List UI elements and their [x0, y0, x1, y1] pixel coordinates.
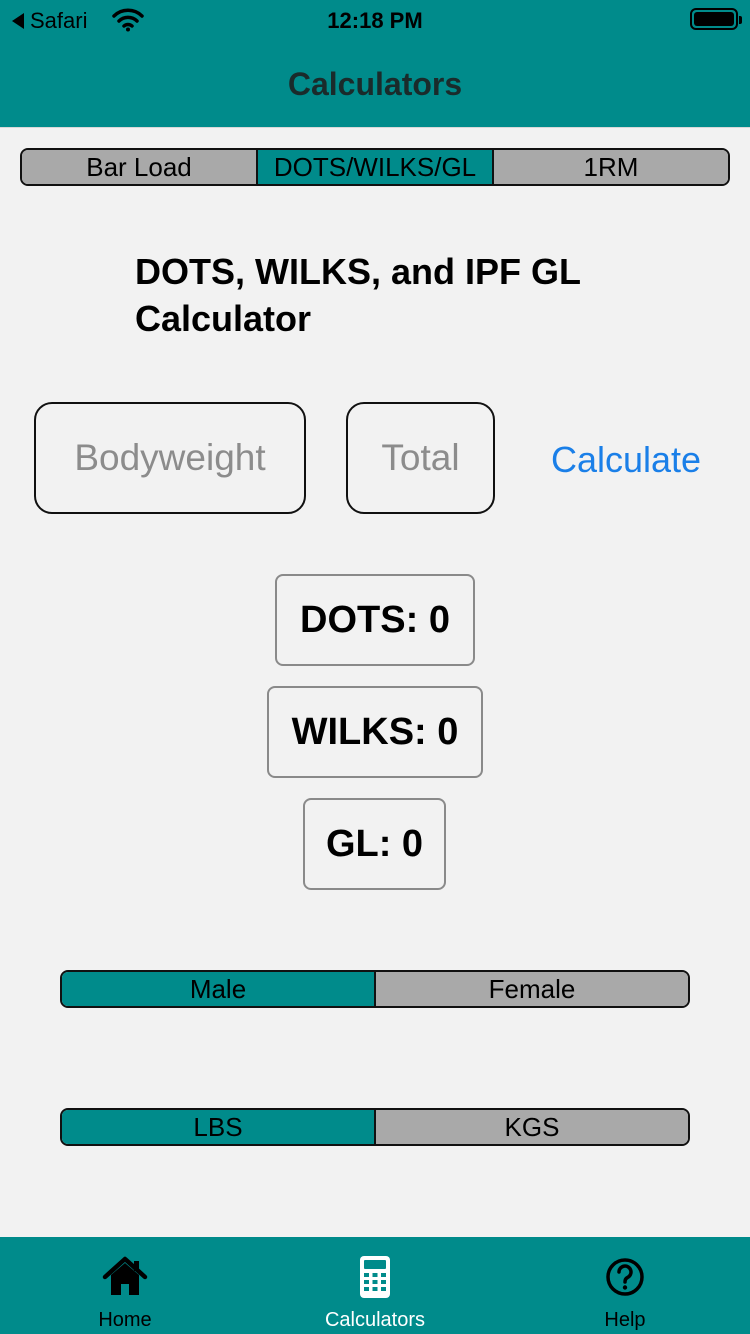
unit-option-kgs[interactable]: KGS	[376, 1110, 688, 1144]
tab-dots-wilks-gl[interactable]: DOTS/WILKS/GL	[258, 150, 494, 184]
wifi-icon	[112, 8, 144, 32]
tab-1rm[interactable]: 1RM	[494, 150, 728, 184]
header: Safari 12:18 PM Calculators	[0, 0, 750, 128]
tab-home[interactable]: Home	[0, 1237, 250, 1334]
back-to-safari[interactable]: Safari	[12, 8, 87, 34]
dots-result: DOTS: 0	[275, 574, 475, 666]
tab-calculators-label: Calculators	[324, 1309, 426, 1331]
tab-calculators[interactable]: Calculators	[250, 1237, 500, 1334]
status-time: 12:18 PM	[327, 8, 423, 33]
back-label: Safari	[30, 8, 88, 33]
back-triangle-icon	[12, 13, 24, 29]
status-bar: Safari 12:18 PM	[0, 0, 750, 40]
calculator-type-selector: Bar Load DOTS/WILKS/GL 1RM	[20, 148, 730, 186]
unit-option-lbs[interactable]: LBS	[62, 1110, 376, 1144]
battery-icon	[690, 8, 742, 30]
tab-bar-load[interactable]: Bar Load	[22, 150, 258, 184]
tab-help-label: Help	[604, 1309, 646, 1331]
sex-option-male[interactable]: Male	[62, 972, 376, 1006]
calculator-icon	[360, 1256, 390, 1298]
total-input[interactable]	[346, 402, 495, 514]
tab-bar: Home Calculators Help	[0, 1237, 750, 1334]
gl-result: GL: 0	[303, 798, 446, 890]
tab-home-label: Home	[98, 1309, 152, 1331]
wilks-result: WILKS: 0	[267, 686, 483, 778]
tab-help[interactable]: Help	[500, 1237, 750, 1334]
sex-selector: Male Female	[60, 970, 690, 1008]
sex-option-female[interactable]: Female	[376, 972, 688, 1006]
calculator-title: DOTS, WILKS, and IPF GL Calculator	[135, 251, 581, 339]
page-title: Calculators	[287, 66, 463, 102]
calculate-button[interactable]: Calculate	[540, 438, 712, 482]
home-icon	[102, 1256, 148, 1295]
unit-selector: LBS KGS	[60, 1108, 690, 1146]
bodyweight-input[interactable]	[34, 402, 306, 514]
question-circle-icon	[606, 1258, 644, 1296]
